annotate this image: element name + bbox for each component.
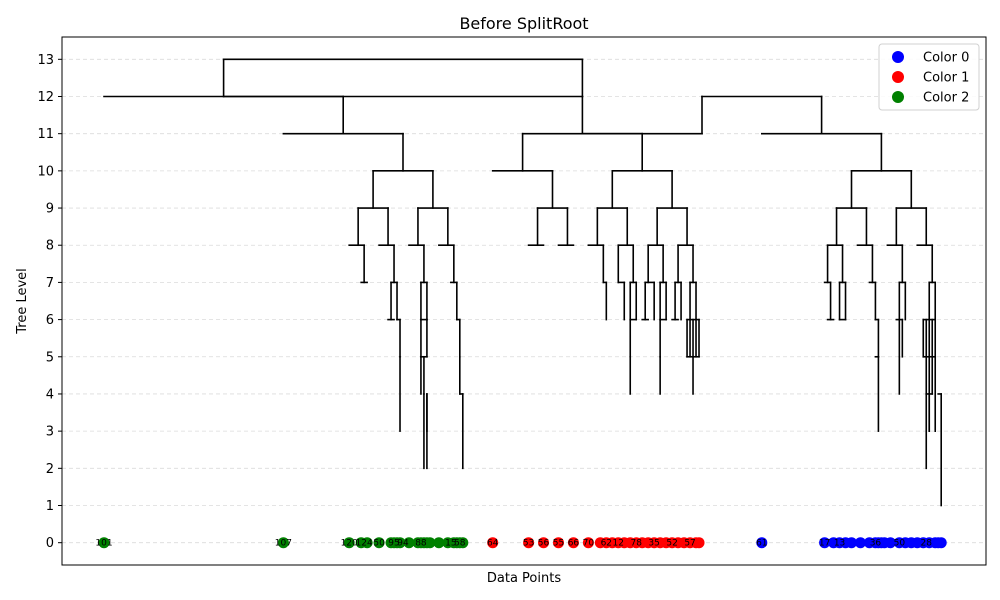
y-axis-label: Tree Level [15,268,30,335]
point-label: 52 [666,539,677,549]
y-tick-label: 1 [46,499,54,514]
point-label: 56 [538,539,550,549]
tree-segments [103,58,943,507]
data-point-color-0 [854,537,866,549]
legend-frame [878,43,980,111]
point-label: 61 [756,539,767,549]
data-point-color-2 [98,537,110,549]
point-label: 66 [568,539,580,549]
y-tick-label: 10 [37,164,54,179]
y-tick-label: 5 [46,350,54,365]
data-point-color-2 [403,537,415,549]
data-point-color-0 [846,537,857,549]
point-label: 62 [601,539,612,549]
data-point-color-1 [552,537,564,549]
legend-entry: Color 0 [923,51,969,66]
data-point-color-2 [277,537,289,549]
legend: Color 0 Color 1 Color 2 [878,43,980,111]
point-label: 107 [275,539,292,549]
data-point-color-2 [433,537,445,549]
data-point-color-0 [756,537,768,549]
point-label: 53 [523,539,534,549]
point-label: 28 [921,539,933,549]
point-label: 36 [870,539,882,549]
point-label: 13 [834,539,845,549]
point-label: 78 [630,539,642,549]
data-point-color-0 [884,537,896,549]
y-tick-label: 6 [46,313,54,328]
point-label: 124 [356,539,373,549]
data-point-color-2 [343,537,355,549]
data-points [98,537,947,549]
y-tick-label: 9 [46,202,54,217]
y-tick-label: 11 [37,127,54,142]
point-label: 17 [819,539,830,549]
data-point-color-2 [373,537,385,549]
data-point-color-2 [424,537,436,549]
point-label: 50 [894,539,906,549]
point-label: 12 [613,539,624,549]
data-point-color-0 [935,537,947,549]
data-point-color-1 [582,537,594,549]
y-tick-label: 4 [46,387,54,402]
point-label: 70 [583,539,595,549]
point-label: 95 [388,539,399,549]
point-label: 101 [95,539,112,549]
point-label: 50 [373,539,385,549]
data-point-color-1 [523,537,535,549]
y-tick-label: 8 [46,239,54,254]
legend-marker [892,91,904,103]
data-point-color-1 [693,537,705,549]
chart-title: Before SplitRoot [459,14,588,33]
point-label: 57 [684,539,695,549]
point-label: 15 [445,539,456,549]
data-point-color-1 [487,537,499,549]
point-label: 94 [397,539,409,549]
x-axis-label: Data Points [487,571,561,586]
legend-entry: Color 1 [923,71,969,86]
point-label: 88 [415,539,427,549]
y-tick-label: 12 [37,90,54,105]
y-tick-label: 0 [46,536,54,551]
point-label: 35 [648,539,659,549]
data-point-color-0 [819,537,831,549]
point-label: 64 [487,539,499,549]
data-point-color-1 [567,537,579,549]
data-point-color-2 [457,537,469,549]
y-tick-label: 7 [46,276,54,291]
y-tick-label: 2 [46,462,54,477]
y-tick-label: 13 [37,53,54,68]
point-label: 58 [454,539,466,549]
y-tick-label: 3 [46,425,54,440]
data-point-color-1 [538,537,550,549]
point-label: 55 [553,539,564,549]
legend-marker [892,71,904,83]
data-point-color-2 [394,537,406,549]
point-label: 120 [341,539,358,549]
plot-frame [61,36,987,566]
legend-marker [892,51,904,63]
data-point-color-2 [361,537,373,549]
legend-entry: Color 2 [923,91,969,106]
